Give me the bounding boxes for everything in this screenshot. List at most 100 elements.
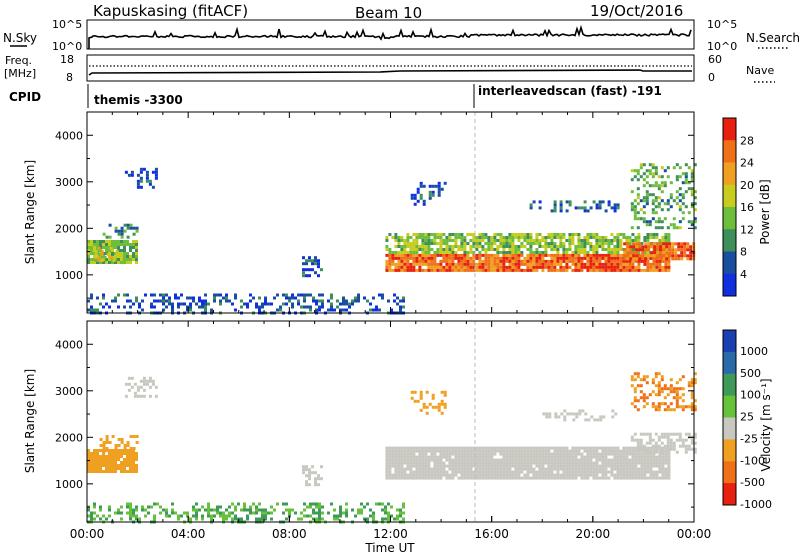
- power-cell: [168, 299, 171, 303]
- velocity-cell: [427, 473, 431, 477]
- power-cell: [683, 248, 687, 252]
- velocity-cell: [216, 511, 219, 515]
- colorbar-frame: [722, 117, 737, 297]
- velocity-cell: [321, 505, 324, 509]
- velocity-cell: [303, 508, 306, 512]
- power-cell: [94, 249, 98, 253]
- velocity-cell: [207, 508, 210, 512]
- velocity-cell: [657, 372, 661, 376]
- velocity-cell: [526, 452, 530, 456]
- velocity-cell: [129, 447, 133, 450]
- velocity-cell: [589, 470, 593, 474]
- power-cell: [428, 196, 432, 200]
- velocity-cell: [655, 461, 659, 465]
- power-cell: [592, 251, 596, 254]
- velocity-cell: [542, 412, 546, 416]
- velocity-cell: [532, 446, 536, 450]
- velocity-cell: [520, 467, 524, 471]
- velocity-cell: [693, 381, 697, 385]
- power-cell: [641, 251, 645, 255]
- power-cell: [120, 235, 124, 239]
- velocity-cell: [648, 438, 652, 442]
- power-cell: [448, 256, 452, 260]
- power-cell: [102, 296, 105, 300]
- colorbar-segment: [723, 140, 736, 163]
- velocity-cell: [436, 464, 440, 468]
- power-cell: [336, 299, 339, 303]
- power-cell: [443, 181, 447, 185]
- velocity-cell: [231, 511, 234, 515]
- velocity-cell: [351, 508, 354, 512]
- power-cell: [526, 259, 530, 263]
- velocity-cell: [102, 461, 105, 464]
- velocity-cell: [123, 464, 126, 467]
- power-cell: [400, 265, 404, 269]
- velocity-cell: [126, 470, 129, 473]
- velocity-cell: [418, 446, 422, 450]
- power-cell: [636, 196, 640, 200]
- power-cell: [517, 239, 521, 242]
- velocity-cell: [619, 449, 623, 453]
- velocity-cell: [666, 447, 670, 451]
- velocity-cell: [589, 461, 593, 465]
- power-cell: [472, 268, 476, 272]
- velocity-cell: [675, 399, 679, 403]
- power-cell: [469, 239, 473, 242]
- power-cell: [630, 169, 634, 173]
- velocity-cell: [544, 458, 548, 462]
- velocity-cell: [430, 458, 434, 462]
- velocity-cell: [601, 461, 605, 465]
- velocity-cell: [234, 505, 237, 509]
- velocity-cell: [484, 464, 488, 468]
- velocity-cell: [690, 378, 694, 382]
- power-cell: [526, 253, 530, 257]
- velocity-cell: [388, 470, 392, 474]
- velocity-cell: [96, 514, 99, 518]
- power-cell: [526, 256, 530, 260]
- velocity-cell: [604, 467, 608, 471]
- velocity-cell: [445, 464, 449, 468]
- power-cell: [406, 262, 410, 266]
- velocity-cell: [669, 402, 673, 406]
- power-cell: [151, 170, 155, 174]
- velocity-cell: [177, 514, 180, 518]
- velocity-cell: [568, 473, 572, 477]
- velocity-cell: [517, 449, 521, 453]
- velocity-cell: [409, 473, 413, 477]
- velocity-cell: [553, 458, 557, 462]
- power-cell: [644, 242, 648, 246]
- power-cell: [403, 248, 407, 251]
- power-cell: [628, 239, 632, 242]
- velocity-cell: [602, 415, 606, 419]
- power-cell: [472, 259, 476, 263]
- power-cell: [598, 245, 602, 248]
- power-cell: [535, 265, 539, 269]
- velocity-cell: [463, 461, 467, 465]
- velocity-cell: [114, 452, 117, 455]
- colorbar-segment: [723, 461, 736, 484]
- power-cell: [666, 175, 670, 179]
- velocity-cell: [105, 517, 108, 521]
- power-cell: [466, 268, 470, 272]
- velocity-cell: [562, 458, 566, 462]
- power-cell: [490, 259, 494, 263]
- power-cell: [651, 208, 655, 212]
- power-cell: [481, 259, 485, 263]
- velocity-cell: [105, 455, 108, 458]
- power-cell: [613, 253, 617, 257]
- velocity-cell: [255, 505, 258, 509]
- velocity-cell: [493, 458, 497, 462]
- velocity-cell: [643, 449, 647, 453]
- power-cell: [93, 308, 96, 312]
- velocity-cell: [135, 508, 138, 512]
- velocity-cell: [141, 508, 144, 512]
- power-cell: [111, 249, 114, 252]
- power-cell: [499, 236, 503, 239]
- power-cell: [678, 205, 682, 209]
- velocity-cell: [616, 449, 620, 453]
- velocity-cell: [687, 432, 691, 436]
- velocity-cell: [384, 508, 387, 512]
- velocity-cell: [390, 514, 393, 518]
- nsearch-label: N.Search: [746, 31, 800, 45]
- power-cell: [419, 196, 423, 200]
